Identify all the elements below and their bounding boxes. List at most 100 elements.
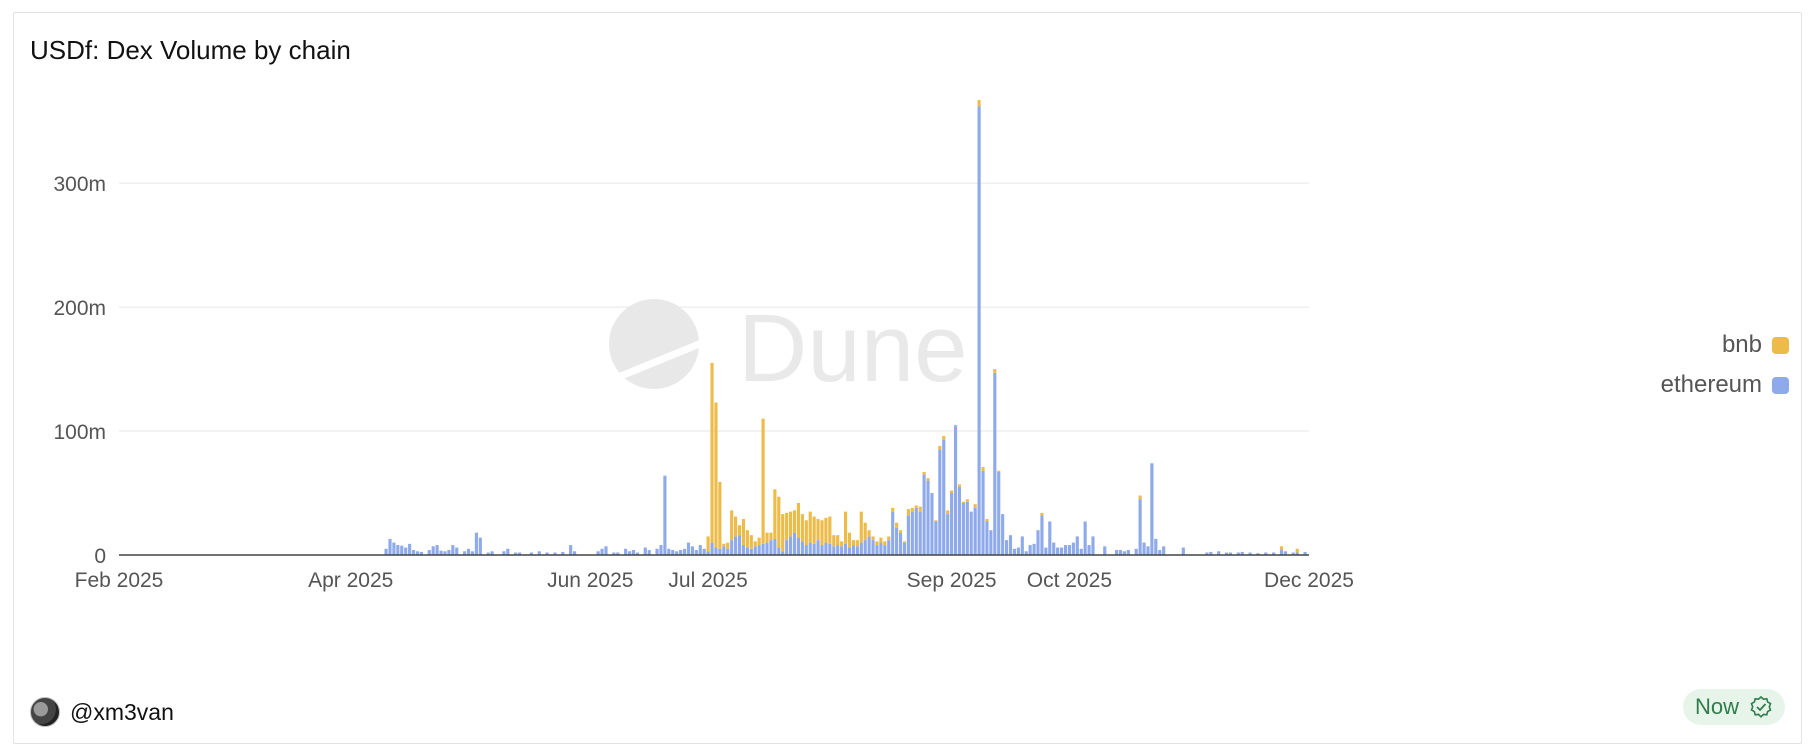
bar-bnb[interactable] (816, 519, 820, 541)
bar-ethereum[interactable] (930, 493, 934, 555)
bar-ethereum[interactable] (1138, 499, 1142, 555)
bar-ethereum[interactable] (455, 547, 459, 555)
bar-ethereum[interactable] (965, 501, 969, 555)
bar-ethereum[interactable] (408, 543, 412, 555)
bar-ethereum[interactable] (439, 550, 443, 555)
bar-ethereum[interactable] (957, 486, 962, 555)
bar-ethereum[interactable] (1091, 536, 1095, 555)
bar-bnb[interactable] (914, 505, 918, 508)
bar-bnb[interactable] (851, 540, 855, 546)
bar-ethereum[interactable] (981, 470, 985, 555)
bar-ethereum[interactable] (1236, 552, 1240, 555)
bar-ethereum[interactable] (655, 548, 659, 555)
bar-bnb[interactable] (730, 510, 734, 541)
bar-ethereum[interactable] (796, 537, 801, 555)
bar-ethereum[interactable] (844, 543, 848, 555)
bar-bnb[interactable] (769, 532, 773, 541)
bar-ethereum[interactable] (624, 548, 628, 555)
bar-ethereum[interactable] (828, 543, 832, 555)
bar-bnb[interactable] (985, 519, 989, 522)
bar-ethereum[interactable] (1032, 543, 1036, 555)
bar-bnb[interactable] (710, 362, 714, 543)
legend-item-bnb[interactable]: bnb (1722, 331, 1789, 359)
bar-ethereum[interactable] (1067, 545, 1071, 555)
bar-ethereum[interactable] (765, 542, 769, 555)
bar-ethereum[interactable] (891, 511, 895, 555)
bar-bnb[interactable] (934, 520, 938, 522)
bar-ethereum[interactable] (1036, 530, 1040, 555)
bar-ethereum[interactable] (832, 546, 836, 555)
bar-ethereum[interactable] (1205, 552, 1209, 555)
bar-bnb[interactable] (847, 532, 852, 548)
bar-bnb[interactable] (718, 481, 722, 549)
bar-ethereum[interactable] (989, 530, 993, 555)
bar-bnb[interactable] (844, 511, 848, 544)
bar-ethereum[interactable] (1024, 551, 1028, 555)
bar-ethereum[interactable] (675, 551, 679, 555)
bar-bnb[interactable] (777, 496, 781, 548)
bar-ethereum[interactable] (686, 542, 691, 555)
bar-ethereum[interactable] (604, 546, 608, 555)
bar-ethereum[interactable] (757, 545, 761, 555)
bar-bnb[interactable] (792, 510, 797, 533)
bar-bnb[interactable] (867, 530, 871, 537)
bar-ethereum[interactable] (502, 551, 506, 555)
bar-ethereum[interactable] (647, 550, 651, 555)
bar-ethereum[interactable] (973, 507, 977, 555)
bar-bnb[interactable] (812, 516, 816, 544)
bar-ethereum[interactable] (616, 552, 620, 555)
bar-ethereum[interactable] (977, 106, 981, 555)
bar-bnb[interactable] (863, 522, 867, 541)
bar-bnb[interactable] (741, 519, 746, 546)
bar-ethereum[interactable] (1052, 542, 1056, 555)
bar-ethereum[interactable] (902, 542, 907, 555)
bar-ethereum[interactable] (627, 551, 632, 555)
bar-ethereum[interactable] (470, 551, 475, 555)
bar-ethereum[interactable] (431, 546, 435, 555)
bar-bnb[interactable] (902, 541, 907, 543)
bar-ethereum[interactable] (741, 545, 746, 555)
bar-ethereum[interactable] (883, 545, 887, 555)
bar-ethereum[interactable] (1217, 551, 1221, 555)
bar-bnb[interactable] (745, 530, 749, 548)
bar-ethereum[interactable] (451, 545, 455, 555)
bar-bnb[interactable] (946, 510, 950, 515)
bar-bnb[interactable] (997, 470, 1001, 472)
bar-ethereum[interactable] (1240, 551, 1244, 555)
bar-ethereum[interactable] (953, 426, 958, 555)
bar-ethereum[interactable] (737, 535, 742, 555)
bar-ethereum[interactable] (415, 551, 420, 555)
bar-bnb[interactable] (887, 536, 891, 541)
bar-ethereum[interactable] (1044, 547, 1048, 555)
bar-ethereum[interactable] (419, 551, 423, 555)
bar-ethereum[interactable] (561, 551, 565, 555)
bar-ethereum[interactable] (898, 532, 903, 555)
bar-ethereum[interactable] (816, 540, 820, 555)
bar-bnb[interactable] (965, 499, 969, 502)
bar-ethereum[interactable] (1224, 552, 1229, 555)
bar-ethereum[interactable] (749, 548, 753, 555)
bar-ethereum[interactable] (1209, 551, 1213, 555)
bar-ethereum[interactable] (1134, 548, 1138, 555)
bar-ethereum[interactable] (545, 552, 549, 555)
bar-ethereum[interactable] (855, 546, 859, 555)
bar-bnb[interactable] (871, 536, 875, 541)
bar-ethereum[interactable] (773, 538, 777, 555)
bar-ethereum[interactable] (961, 502, 965, 555)
bar-ethereum[interactable] (553, 552, 557, 555)
bar-ethereum[interactable] (1126, 550, 1130, 555)
bar-bnb[interactable] (828, 516, 832, 544)
bar-ethereum[interactable] (1005, 540, 1009, 555)
bar-ethereum[interactable] (942, 439, 946, 555)
bar-ethereum[interactable] (682, 548, 687, 555)
bar-ethereum[interactable] (518, 552, 522, 555)
bar-ethereum[interactable] (384, 548, 388, 555)
bar-ethereum[interactable] (808, 542, 812, 555)
bar-ethereum[interactable] (569, 545, 573, 555)
bar-ethereum[interactable] (934, 521, 938, 555)
bar-ethereum[interactable] (812, 543, 816, 555)
bar-bnb[interactable] (1138, 495, 1142, 500)
bar-bnb[interactable] (1279, 546, 1284, 551)
bar-ethereum[interactable] (506, 548, 510, 555)
bar-bnb[interactable] (808, 511, 812, 543)
